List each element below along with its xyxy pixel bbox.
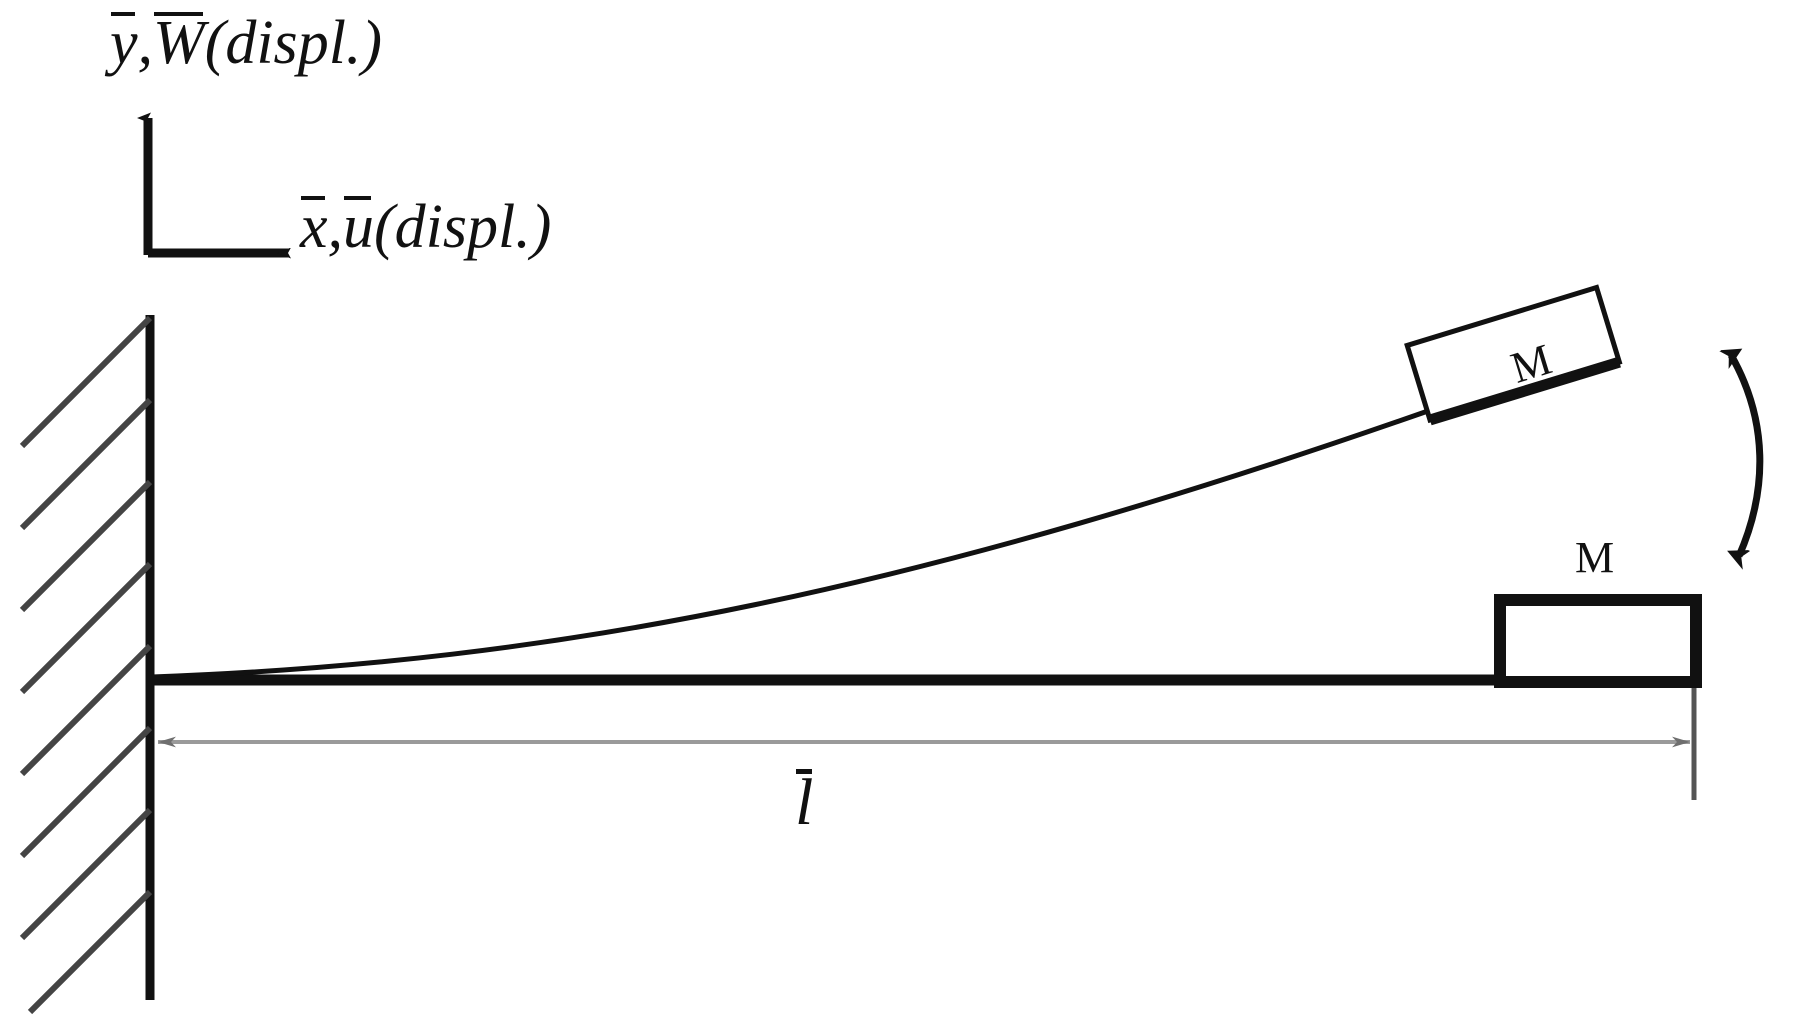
- u-symbol-overbar: u: [343, 193, 375, 261]
- rotation-double-arrow: [1731, 355, 1764, 556]
- W-symbol-overbar: W: [153, 9, 205, 77]
- hatch-line: [19, 479, 153, 613]
- hatch-line: [19, 315, 153, 449]
- wall-hatching: [19, 315, 153, 1015]
- x-axis-label: x,u(displ.): [300, 193, 552, 261]
- y-axis-label: y,W(displ.): [110, 9, 383, 77]
- x-axis-label-suffix: (displ.): [374, 193, 552, 261]
- mass-block-tilted-base-thick: [1428, 356, 1621, 426]
- coordinate-axes: [148, 118, 288, 255]
- hatch-line: [27, 889, 153, 1015]
- hatch-line: [19, 397, 153, 531]
- fixed-wall-support: [19, 315, 155, 1015]
- hatch-line: [19, 725, 153, 859]
- y-symbol-overbar: y: [110, 9, 138, 77]
- hatch-line: [19, 807, 153, 941]
- length-dimension-label: l: [795, 765, 813, 841]
- l-symbol-overbar: l: [795, 766, 814, 839]
- length-dimension: [158, 688, 1697, 800]
- hatch-line: [19, 643, 153, 777]
- mass-block-flat-label: M: [1575, 533, 1615, 582]
- deformed-beam-curve: [151, 402, 1446, 680]
- mass-block-tilted: [1404, 284, 1623, 426]
- mass-block-flat-body: [1494, 594, 1702, 688]
- y-axis-label-suffix: (displ.): [204, 9, 383, 77]
- hatch-line: [19, 561, 153, 695]
- x-symbol-overbar: x: [300, 193, 328, 261]
